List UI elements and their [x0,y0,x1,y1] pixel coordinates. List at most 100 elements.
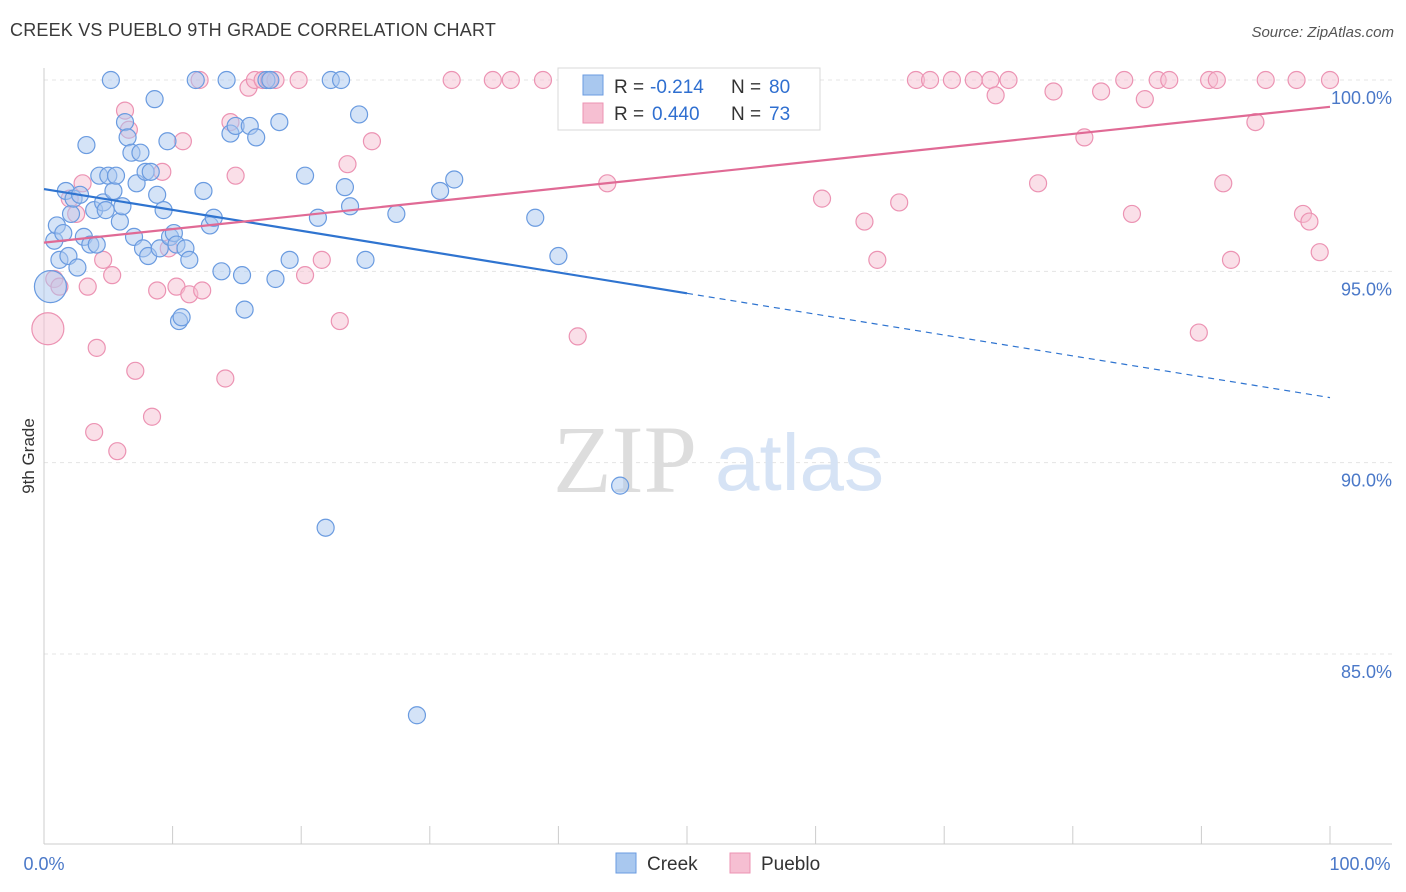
pueblo-point [78,277,97,296]
stats-legend: R = -0.214 N = 80 R = 0.440 N = 73 [557,67,821,131]
creek-point [141,162,160,181]
creek-point [104,181,123,201]
creek-point [212,262,231,281]
pueblo-point [31,312,65,346]
creek-point [217,70,236,90]
watermark: ZIP atlas [553,406,884,513]
creek-point [349,105,369,124]
pueblo-point [1207,70,1226,90]
creek-point [430,181,450,201]
creek-point [611,476,630,495]
y-axis-title: 9th Grade [19,418,38,494]
pueblo-point [312,250,331,269]
creek-trendline [43,187,688,295]
pueblo-point [289,70,308,90]
pueblo-point [812,189,832,208]
axes [43,68,1392,845]
creek-point [270,112,289,132]
creek-point [235,300,254,319]
pueblo-point [1320,70,1340,90]
creek-point [261,70,280,90]
pueblo-point [1300,212,1319,231]
creek-point [295,166,315,185]
stats-legend-pueblo-n-value: 73 [769,104,790,125]
stats-legend-pueblo-r-value: 0.440 [652,104,700,125]
pueblo-point [442,70,461,90]
pueblo-point [1221,250,1241,269]
y-tick-label-85: 85.0% [1341,662,1392,682]
pueblo-point [87,338,106,357]
stats-legend-creek-r-label: R = [614,77,644,98]
pueblo-point [964,70,983,90]
creek-point [115,112,135,132]
creek-point [96,201,115,220]
stats-legend-pueblo-r-label: R = [614,104,644,125]
pueblo-point [1135,90,1154,109]
creek-point [232,266,252,285]
creek-point [316,518,335,537]
creek-point [158,132,177,151]
stats-legend-pueblo-swatch [582,102,604,124]
creek-point [110,212,129,231]
pueblo-point [483,70,502,90]
creek-point [68,258,87,277]
pueblo-point [855,212,874,231]
creek-point [148,185,167,204]
pueblo-point [295,266,315,285]
pueblo-point [173,132,192,151]
pueblo-point [501,70,520,90]
creek-point [186,70,205,90]
pueblo-point [330,311,349,331]
creek-point [131,143,150,162]
creek-point [180,250,199,269]
creek-point [247,128,266,147]
creek-point [335,178,355,197]
pueblo-point [1115,70,1134,90]
creek-point [331,70,351,90]
creek-point [145,90,164,109]
creek-point [101,70,120,90]
stats-legend-pueblo-n-label: N = [731,104,761,125]
pueblo-point [1287,70,1306,90]
pueblo-point [338,155,357,174]
creek-point [356,250,375,269]
pueblo-point [942,70,962,90]
pueblo-point [1028,174,1048,193]
pueblo-point [216,369,235,388]
legend-pueblo-swatch [729,852,751,874]
creek-series [33,70,630,725]
pueblo-point [920,70,940,90]
creek-point [77,135,96,155]
pueblo-point [1310,243,1329,262]
source-credit: Source: ZipAtlas.com [1251,24,1394,41]
pueblo-point [981,70,1000,90]
pueblo-point [568,327,587,346]
creek-point [407,706,427,725]
pueblo-point [999,70,1018,90]
creek-point [445,170,464,189]
y-tick-label-100: 100.0% [1331,88,1392,108]
legend-creek-swatch [615,852,637,874]
x-tick-label-max: 100.0% [1329,854,1390,874]
pueblo-point [94,250,113,269]
creek-point [280,250,299,269]
stats-legend-creek-n-value: 80 [769,77,790,98]
pueblo-point [126,361,145,380]
pueblo-point [533,70,553,90]
series-legend: Creek Pueblo [615,852,820,875]
watermark-zip: ZIP [553,406,697,513]
pueblo-point [148,281,167,300]
y-tick-label-95: 95.0% [1341,279,1392,299]
creek-point [33,270,68,304]
pueblo-point [1214,174,1233,193]
y-tick-label-90: 90.0% [1341,471,1392,491]
pueblo-point [103,266,122,285]
pueblo-point [108,442,127,461]
creek-point [308,208,328,227]
creek-point [340,197,360,216]
creek-point [106,166,126,185]
pueblo-point [1044,82,1063,101]
legend-pueblo-label: Pueblo [761,854,820,875]
pueblo-point [1256,70,1275,90]
creek-point [118,128,137,147]
